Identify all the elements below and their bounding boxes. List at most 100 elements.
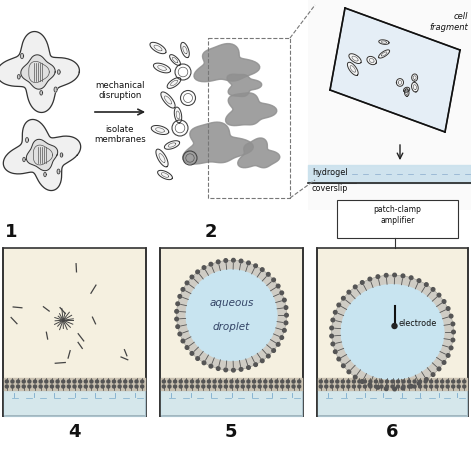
Circle shape [96, 385, 98, 388]
Circle shape [333, 310, 337, 314]
Polygon shape [238, 138, 280, 168]
Circle shape [360, 380, 364, 383]
Circle shape [380, 380, 383, 383]
Text: 5: 5 [225, 423, 237, 441]
Circle shape [202, 361, 206, 365]
Circle shape [11, 380, 14, 383]
Circle shape [230, 385, 233, 388]
Circle shape [331, 318, 335, 322]
Circle shape [269, 385, 273, 388]
Circle shape [292, 385, 295, 388]
Circle shape [202, 380, 205, 383]
Circle shape [239, 367, 243, 371]
Circle shape [431, 288, 435, 291]
Circle shape [325, 380, 328, 383]
Circle shape [181, 288, 185, 291]
Circle shape [347, 385, 350, 388]
Circle shape [11, 385, 14, 388]
Circle shape [330, 334, 333, 338]
Circle shape [267, 273, 270, 276]
Circle shape [107, 385, 110, 388]
Circle shape [333, 350, 337, 354]
Circle shape [191, 385, 194, 388]
Circle shape [336, 385, 339, 388]
Circle shape [209, 365, 213, 368]
Circle shape [452, 330, 455, 334]
Circle shape [175, 317, 179, 321]
Circle shape [347, 290, 351, 294]
Circle shape [90, 385, 93, 388]
Circle shape [463, 385, 466, 388]
Circle shape [177, 260, 286, 370]
Circle shape [417, 382, 421, 385]
Circle shape [73, 385, 76, 388]
Circle shape [141, 380, 144, 383]
Polygon shape [183, 122, 253, 164]
Circle shape [219, 385, 222, 388]
Text: mechanical
disruption: mechanical disruption [95, 81, 145, 100]
Ellipse shape [332, 275, 454, 389]
Circle shape [374, 385, 377, 388]
Circle shape [202, 266, 206, 269]
Text: isolate
membranes: isolate membranes [94, 125, 146, 145]
Circle shape [247, 261, 250, 265]
Circle shape [419, 380, 422, 383]
Circle shape [67, 380, 70, 383]
Circle shape [435, 385, 438, 388]
Circle shape [384, 274, 388, 277]
Circle shape [417, 279, 421, 283]
Circle shape [62, 380, 65, 383]
Polygon shape [150, 42, 166, 54]
Circle shape [190, 352, 194, 355]
Text: coverslip: coverslip [312, 184, 349, 193]
Circle shape [174, 385, 177, 388]
Circle shape [286, 380, 289, 383]
Circle shape [39, 380, 42, 383]
Polygon shape [404, 87, 410, 92]
Circle shape [360, 281, 364, 284]
Text: 1: 1 [5, 223, 17, 241]
Circle shape [5, 385, 8, 388]
Circle shape [181, 339, 185, 343]
Circle shape [124, 380, 127, 383]
Circle shape [284, 313, 288, 317]
Circle shape [196, 270, 199, 274]
Circle shape [424, 380, 427, 383]
Circle shape [196, 380, 199, 383]
Circle shape [319, 385, 322, 388]
Polygon shape [379, 50, 390, 58]
Circle shape [213, 385, 216, 388]
Circle shape [397, 380, 399, 383]
Circle shape [341, 385, 344, 388]
Circle shape [380, 385, 383, 388]
Circle shape [254, 264, 258, 268]
Text: 6: 6 [386, 423, 398, 441]
Circle shape [463, 380, 466, 383]
Circle shape [216, 260, 220, 264]
Circle shape [28, 380, 31, 383]
Circle shape [319, 380, 322, 383]
Polygon shape [330, 8, 460, 132]
Circle shape [16, 385, 20, 388]
Polygon shape [156, 149, 168, 167]
Circle shape [413, 385, 416, 388]
Circle shape [45, 380, 48, 383]
Circle shape [130, 380, 132, 383]
Circle shape [84, 380, 87, 383]
Circle shape [442, 361, 446, 364]
Circle shape [176, 325, 179, 328]
Circle shape [435, 380, 438, 383]
Circle shape [207, 385, 211, 388]
Circle shape [447, 354, 450, 357]
Bar [308, 0, 471, 210]
Circle shape [186, 269, 277, 361]
Circle shape [449, 346, 453, 349]
Ellipse shape [341, 284, 445, 380]
Circle shape [5, 380, 8, 383]
Circle shape [385, 385, 389, 388]
Circle shape [276, 284, 280, 288]
Circle shape [118, 380, 121, 383]
Circle shape [124, 385, 127, 388]
Circle shape [325, 385, 328, 388]
Circle shape [281, 380, 284, 383]
